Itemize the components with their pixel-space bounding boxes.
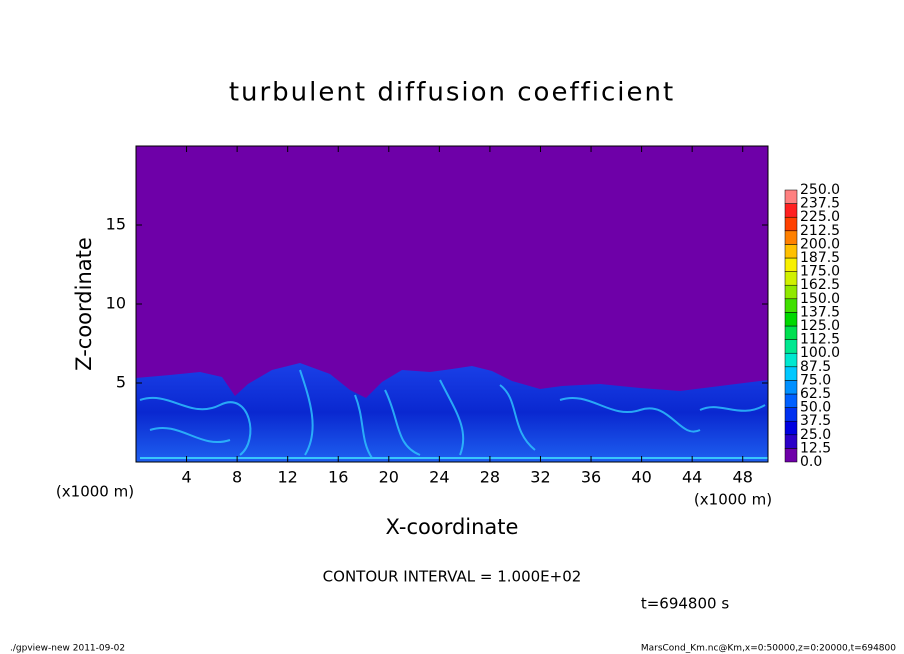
colorbar-band <box>784 230 798 245</box>
chart-title: turbulent diffusion coefficient <box>229 78 675 108</box>
colorbar-label: 162.5 <box>800 277 840 293</box>
x-tick-label: 28 <box>480 468 500 487</box>
colorbar-label: 212.5 <box>800 223 840 239</box>
x-tick-label: 4 <box>181 468 191 487</box>
colorbar-band <box>784 203 798 218</box>
colorbar-label: 50.0 <box>800 400 831 416</box>
colorbar-label: 237.5 <box>800 196 840 212</box>
colorbar-label: 25.0 <box>800 427 831 443</box>
y-tick-label: 5 <box>116 373 126 392</box>
colorbar-label: 12.5 <box>800 440 831 456</box>
colorbar-band <box>784 448 798 463</box>
colorbar-label: 37.5 <box>800 413 831 429</box>
colorbar-label: 0.0 <box>800 454 822 470</box>
colorbar-label: 200.0 <box>800 236 840 252</box>
x-tick-label: 40 <box>631 468 651 487</box>
colorbar-label: 62.5 <box>800 386 831 402</box>
colorbar-band <box>784 189 798 204</box>
colorbar-band <box>784 325 798 340</box>
colorbar-label: 100.0 <box>800 345 840 361</box>
x-tick-label: 12 <box>278 468 298 487</box>
x-tick-label: 20 <box>379 468 399 487</box>
colorbar-label: 175.0 <box>800 264 840 280</box>
y-tick-label: 10 <box>106 294 126 313</box>
boundary-layer <box>136 363 768 462</box>
x-tick-label: 8 <box>232 468 242 487</box>
colorbar-label: 150.0 <box>800 291 840 307</box>
contour-interval: CONTOUR INTERVAL = 1.000E+02 <box>323 568 582 586</box>
x-axis-label: X-coordinate <box>386 515 519 539</box>
x-tick-label: 24 <box>429 468 449 487</box>
colorbar-label: 225.0 <box>800 209 840 225</box>
colorbar-band <box>784 298 798 313</box>
colorbar-band <box>784 339 798 354</box>
colorbar-band <box>784 366 798 381</box>
source-label: MarsCond_Km.nc@Km,x=0:50000,z=0:20000,t=… <box>641 644 896 654</box>
colorbar-band <box>784 244 798 259</box>
field <box>136 146 768 462</box>
colorbar-label: 137.5 <box>800 304 840 320</box>
colorbar-label: 125.0 <box>800 318 840 334</box>
colorbar-band <box>784 420 798 436</box>
y-axis-label: Z-coordinate <box>72 237 96 371</box>
colorbar-label: 75.0 <box>800 372 831 388</box>
colorbar-band <box>784 284 798 300</box>
x-tick-label: 16 <box>328 468 348 487</box>
colorbar-band <box>784 407 798 422</box>
eddy-streaks <box>139 369 768 459</box>
colorbar-band <box>784 271 798 286</box>
colorbar-band <box>784 257 798 272</box>
x-unit-right: (x1000 m) <box>694 491 772 509</box>
x-unit-left: (x1000 m) <box>56 483 134 501</box>
x-tick-label: 48 <box>733 468 753 487</box>
colorbar-label: 187.5 <box>800 250 840 266</box>
colorbar-label: 87.5 <box>800 359 831 375</box>
colorbar-band <box>784 380 798 395</box>
colorbar-label: 112.5 <box>800 332 840 348</box>
colorbar-label: 250.0 <box>800 182 840 198</box>
x-tick-label: 44 <box>682 468 702 487</box>
colorbar-band <box>784 312 798 327</box>
x-tick-label: 36 <box>581 468 601 487</box>
x-tick-label: 32 <box>530 468 550 487</box>
colorbar-band <box>784 434 798 449</box>
time-label: t=694800 s <box>641 595 729 613</box>
colorbar-band <box>784 216 798 232</box>
colorbar-band <box>784 352 798 368</box>
colorbar-band <box>784 393 798 408</box>
y-tick-label: 15 <box>106 215 126 234</box>
program-label: ./gpview-new 2011-09-02 <box>10 644 125 654</box>
